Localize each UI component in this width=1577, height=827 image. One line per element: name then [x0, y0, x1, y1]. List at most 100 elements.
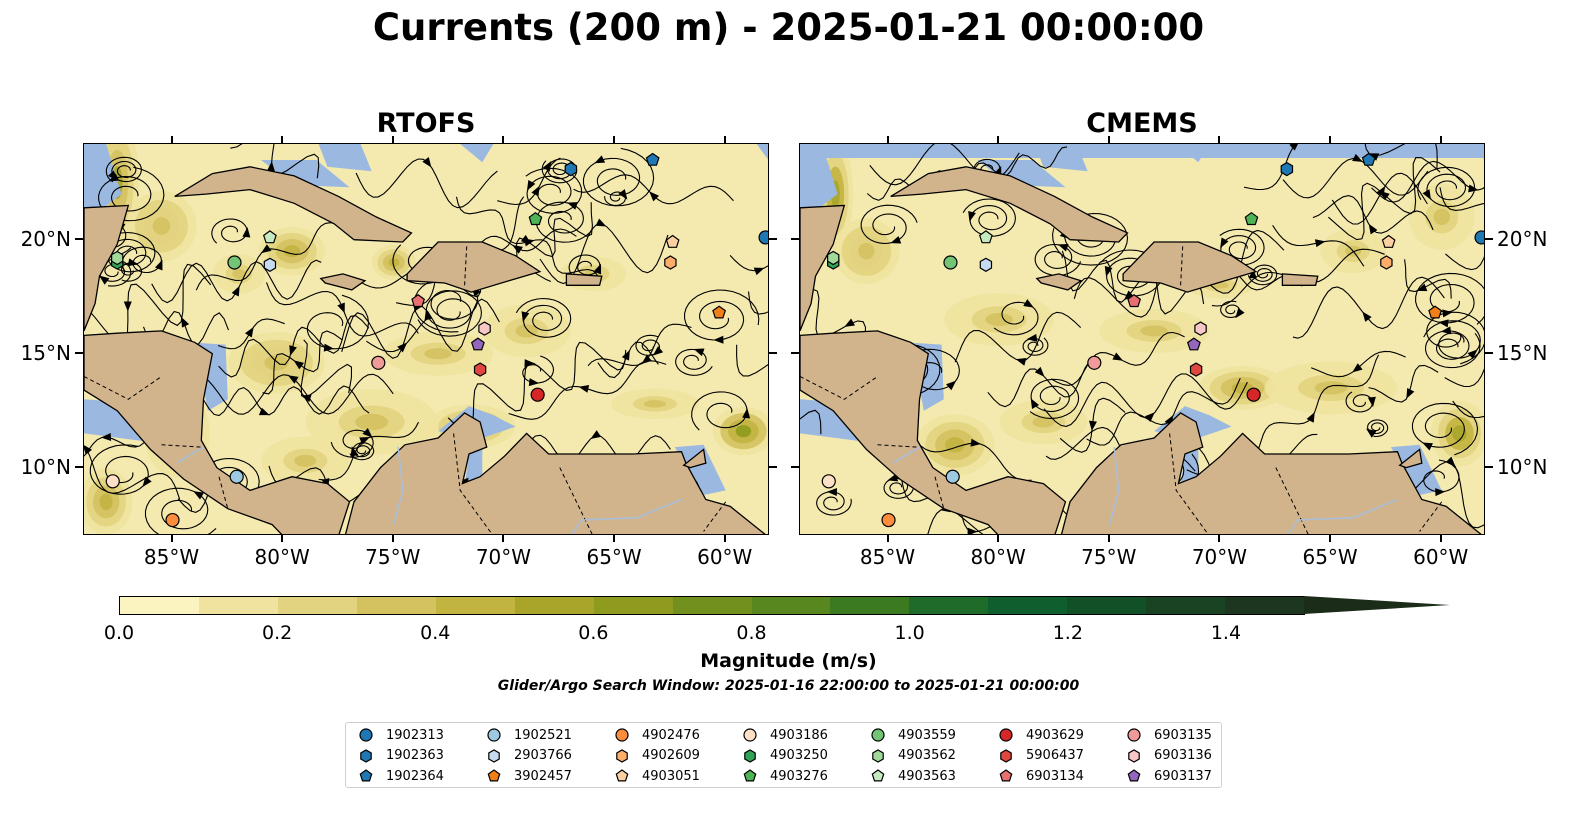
float-1902363-marker[interactable] — [564, 161, 578, 177]
legend-label: 1902364 — [386, 768, 444, 784]
float-legend: 1902313 1902363 1902364 1902521 2903766 39024… — [345, 722, 1222, 788]
legend-item-4903186: 4903186 — [742, 725, 828, 745]
legend-item-6903136: 6903136 — [1126, 746, 1212, 766]
legend-label: 3902457 — [514, 768, 572, 784]
lat-label-left: 15°N — [20, 340, 71, 365]
float-2903766-marker[interactable] — [263, 257, 277, 272]
float-4903051-marker[interactable] — [665, 234, 680, 248]
float-4903186-marker[interactable] — [105, 474, 120, 489]
legend-label: 6903134 — [1026, 768, 1084, 784]
legend-label: 1902521 — [514, 727, 572, 743]
country-borders — [84, 244, 727, 534]
land-yucatan — [84, 204, 130, 332]
float-4902609-marker[interactable] — [1380, 255, 1393, 270]
colorbar-segment — [514, 597, 594, 614]
float-4903559-marker[interactable] — [227, 255, 242, 270]
country-borders — [800, 244, 1443, 534]
lon-label: 65°W — [1302, 545, 1358, 569]
float-markers — [105, 152, 769, 528]
colorbar-tick-label: 1.4 — [1210, 622, 1242, 644]
legend-label: 5906437 — [1026, 748, 1084, 763]
float-1902364-marker[interactable] — [645, 152, 660, 166]
lon-tick-top — [613, 136, 616, 144]
float-1902521-marker[interactable] — [229, 469, 244, 484]
colorbar-segment — [593, 597, 673, 614]
land-puerto-rico — [565, 273, 603, 286]
float-4902476-marker[interactable] — [165, 512, 180, 528]
legend-label: 1902363 — [386, 748, 444, 763]
colorbar-tick-label: 0.2 — [262, 622, 293, 644]
float-1902313-marker[interactable] — [758, 230, 769, 245]
legend-label: 4902609 — [642, 748, 700, 763]
lat-tick-right — [1485, 351, 1493, 354]
float-1902521-marker[interactable] — [945, 469, 960, 484]
colorbar-tick-label: 0.0 — [103, 622, 135, 644]
float-1902363-marker[interactable] — [1280, 161, 1294, 177]
float-4903186-marker[interactable] — [821, 474, 836, 489]
float-4903051-marker[interactable] — [1381, 234, 1396, 248]
float-4903563-marker[interactable] — [978, 230, 993, 244]
colorbar-segment — [672, 597, 752, 614]
float-2903766-marker[interactable] — [979, 257, 993, 272]
legend-label: 4903563 — [898, 768, 956, 784]
float-4903563-marker[interactable] — [262, 230, 277, 244]
float-4902609-marker[interactable] — [664, 255, 677, 270]
float-4903562-marker[interactable] — [827, 250, 840, 266]
colorbar-tick-label: 0.8 — [736, 622, 767, 644]
float-6903137-marker[interactable] — [470, 337, 485, 351]
map-panel-rtofs[interactable] — [83, 143, 769, 535]
float-4903276-marker[interactable] — [528, 211, 543, 226]
legend-label: 6903135 — [1154, 727, 1212, 743]
float-6903134-marker[interactable] — [1127, 294, 1142, 308]
lon-label: 70°W — [1191, 545, 1248, 569]
colorbar-segment — [751, 597, 831, 614]
rivers — [892, 446, 1398, 534]
float-4903629-marker[interactable] — [530, 387, 545, 402]
lat-label-right: 10°N — [1497, 454, 1548, 479]
lon-tick — [1329, 534, 1332, 542]
colorbar-segment — [198, 597, 278, 614]
float-4903276-marker[interactable] — [1244, 211, 1259, 226]
pentagon-marker-icon — [487, 769, 501, 782]
pentagon-marker-icon — [1127, 769, 1141, 782]
float-5906437-marker[interactable] — [473, 362, 487, 377]
legend-item-5906437: 5906437 — [998, 746, 1084, 766]
float-4902476-marker[interactable] — [881, 512, 896, 528]
map-panel-cmems[interactable] — [799, 143, 1485, 535]
float-6903134-marker[interactable] — [411, 294, 426, 308]
float-6903135-marker[interactable] — [1087, 355, 1102, 370]
lat-tick — [791, 351, 799, 354]
land-yucatan — [800, 204, 846, 332]
hexagon-marker-icon — [1128, 748, 1140, 763]
float-3902457-marker[interactable] — [1428, 305, 1443, 319]
pentagon-marker-icon — [359, 769, 373, 782]
lat-label-left: 20°N — [20, 226, 71, 251]
lon-tick-top — [1107, 136, 1110, 144]
lon-label: 75°W — [1081, 545, 1137, 569]
lon-tick — [613, 534, 616, 542]
land-south-america — [344, 412, 766, 534]
legend-label: 4903562 — [898, 748, 956, 763]
float-6903136-marker[interactable] — [478, 321, 491, 336]
lon-tick-top — [1439, 136, 1442, 144]
land-trinidad — [682, 448, 707, 469]
float-1902364-marker[interactable] — [1361, 152, 1376, 166]
float-3902457-marker[interactable] — [712, 305, 727, 319]
float-6903135-marker[interactable] — [371, 355, 386, 370]
lat-label-right: 20°N — [1497, 226, 1548, 251]
legend-item-4903250: 4903250 — [742, 746, 828, 766]
legend-label: 4903629 — [1026, 727, 1084, 743]
float-1902313-marker[interactable] — [1474, 230, 1485, 245]
colorbar-segment — [356, 597, 436, 614]
float-5906437-marker[interactable] — [1189, 362, 1203, 377]
float-6903136-marker[interactable] — [1194, 321, 1207, 336]
float-4903562-marker[interactable] — [111, 250, 124, 266]
legend-item-2903766: 2903766 — [486, 746, 572, 766]
float-4903559-marker[interactable] — [943, 255, 958, 270]
land-masses — [800, 166, 1482, 534]
land-hispaniola — [406, 241, 542, 293]
float-6903137-marker[interactable] — [1186, 337, 1201, 351]
float-4903629-marker[interactable] — [1246, 387, 1261, 402]
legend-item-1902313: 1902313 — [358, 725, 444, 745]
legend-item-4903562: 4903562 — [870, 746, 956, 766]
